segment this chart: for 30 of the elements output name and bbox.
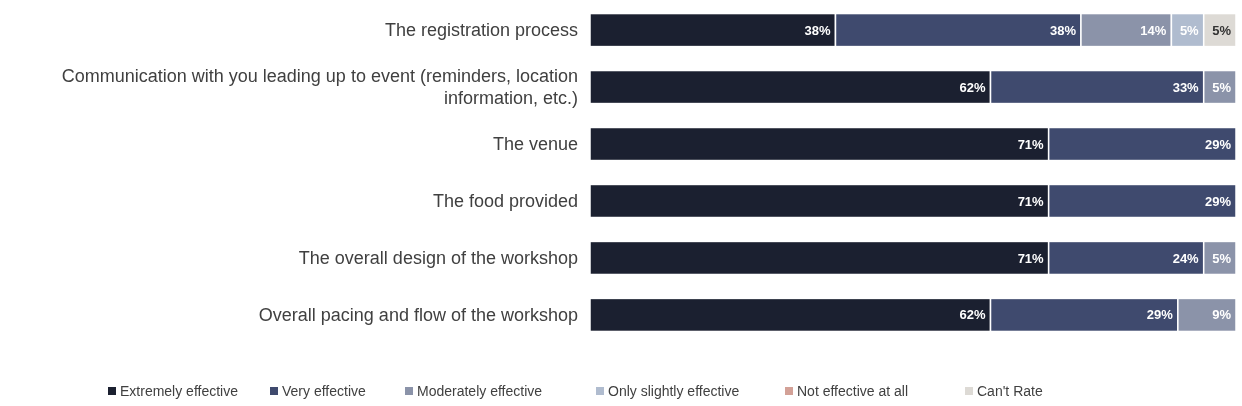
- data-label: 62%: [959, 307, 986, 323]
- y-tick-label: Overall pacing and flow of the workshop: [258, 305, 578, 326]
- data-label: 5%: [1212, 79, 1232, 95]
- data-label: 71%: [1017, 136, 1045, 152]
- legend-label: Extremely effective: [120, 382, 239, 399]
- legend-label: Only slightly effective: [608, 382, 740, 399]
- data-label: 29%: [1204, 193, 1232, 209]
- data-label: 5%: [1212, 22, 1232, 38]
- legend-label: Not effective at all: [797, 382, 909, 399]
- data-label: 14%: [1140, 22, 1167, 38]
- data-label: 33%: [1172, 79, 1200, 95]
- y-tick-label: The overall design of the workshop: [298, 248, 578, 269]
- y-tick-label: The food provided: [432, 191, 578, 212]
- data-label: 29%: [1146, 307, 1174, 323]
- data-label: 38%: [804, 22, 831, 38]
- legend-label: Moderately effective: [417, 382, 543, 399]
- y-tick-label: The venue: [492, 134, 578, 155]
- data-label: 62%: [959, 79, 986, 95]
- legend-label: Can't Rate: [977, 382, 1043, 399]
- data-label: 29%: [1204, 136, 1232, 152]
- data-label: 38%: [1049, 22, 1077, 38]
- data-label: 9%: [1212, 307, 1232, 323]
- data-label: 24%: [1172, 250, 1200, 266]
- data-label: 5%: [1212, 250, 1232, 266]
- data-label: 71%: [1017, 193, 1045, 209]
- y-tick-label: Communication with you leading up to event (reminders, location information, etc.): [61, 66, 578, 109]
- y-tick-label: The registration process: [384, 20, 578, 41]
- legend-label: Very effective: [282, 382, 366, 399]
- data-label: 5%: [1179, 22, 1200, 38]
- data-label: 71%: [1017, 250, 1045, 266]
